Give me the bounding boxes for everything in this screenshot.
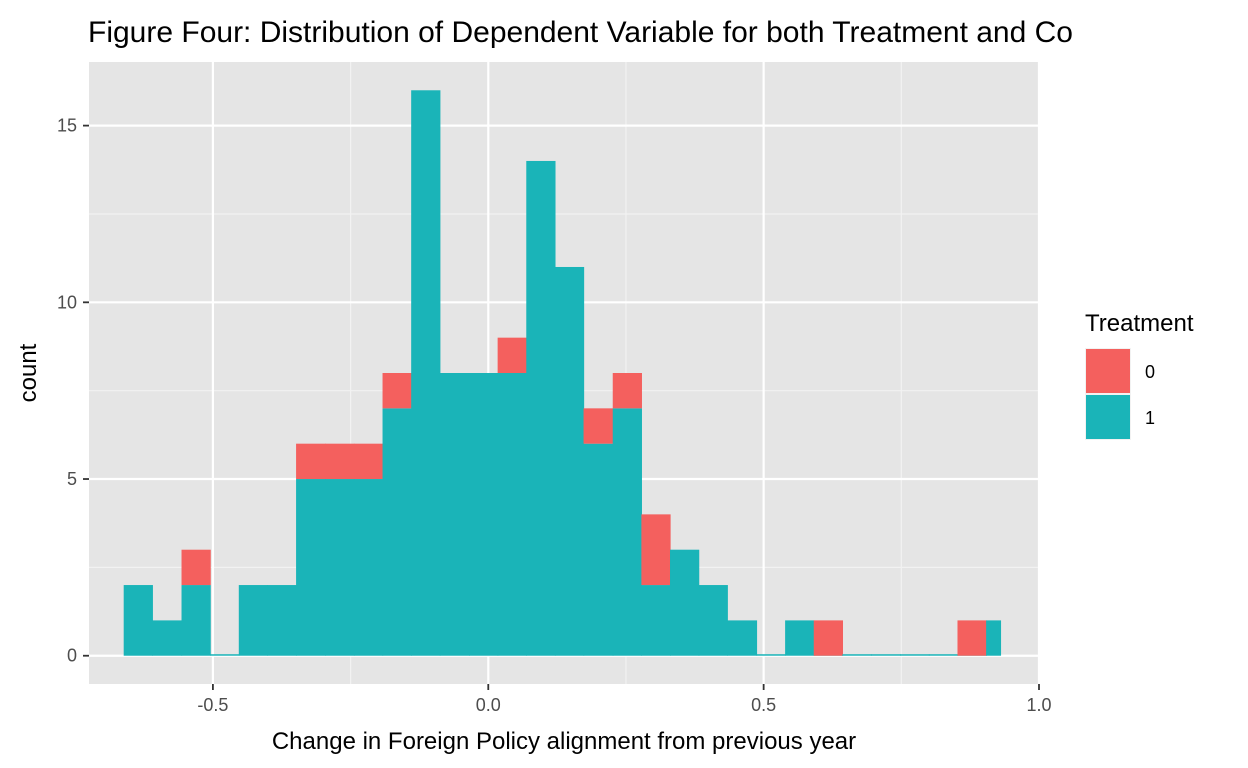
bar-treatment-1 <box>986 620 1002 656</box>
bar-treatment-1 <box>785 620 815 656</box>
bar-treatment-1 <box>756 654 786 656</box>
y-tick-label: 5 <box>67 469 77 489</box>
legend-label: 0 <box>1145 362 1155 382</box>
x-tick-label: 1.0 <box>1026 695 1051 715</box>
x-tick-label: -0.5 <box>197 695 228 715</box>
bar-treatment-0 <box>382 373 412 409</box>
bar-treatment-1 <box>238 585 269 656</box>
bar-treatment-1 <box>583 443 614 656</box>
bar-treatment-1 <box>181 585 211 656</box>
bar-treatment-0 <box>641 514 671 586</box>
y-tick-label: 15 <box>57 116 77 136</box>
bar-treatment-1 <box>928 654 959 656</box>
bar-treatment-0 <box>296 443 326 480</box>
legend: Treatment 0 1 <box>1085 310 1194 440</box>
bar-treatment-1 <box>353 479 384 656</box>
bar-treatment-1 <box>497 373 527 656</box>
bar-treatment-1 <box>411 90 441 656</box>
y-axis-title: count <box>15 343 42 402</box>
bar-treatment-1 <box>612 408 642 656</box>
chart-title: Figure Four: Distribution of Dependent V… <box>88 16 1073 49</box>
bar-treatment-1 <box>210 654 240 656</box>
bar-treatment-1 <box>554 266 585 656</box>
x-axis-title: Change in Foreign Policy alignment from … <box>272 728 856 755</box>
bar-treatment-1 <box>325 479 355 656</box>
bar-treatment-1 <box>439 373 470 656</box>
bar-treatment-0 <box>612 373 642 409</box>
bar-treatment-1 <box>727 620 758 656</box>
bar-treatment-0 <box>325 443 355 480</box>
bar-treatment-1 <box>267 585 297 656</box>
bar-treatment-1 <box>469 373 499 656</box>
legend-label: 1 <box>1145 408 1155 428</box>
legend-swatch <box>1086 349 1130 393</box>
axis-layer: -0.5 0.0 0.5 1.0 0 5 10 15 <box>57 116 1052 715</box>
bar-treatment-1 <box>670 549 700 656</box>
bar-treatment-1 <box>871 654 901 656</box>
legend-title: Treatment <box>1085 310 1194 337</box>
bar-treatment-1 <box>123 585 153 656</box>
bar-treatment-1 <box>526 160 556 656</box>
bar-treatment-0 <box>181 549 211 586</box>
bar-treatment-1 <box>698 585 728 656</box>
bar-treatment-0 <box>353 443 384 480</box>
y-tick-label: 0 <box>67 646 77 666</box>
bar-treatment-1 <box>900 654 930 656</box>
bar-treatment-0 <box>583 408 614 444</box>
bar-layer <box>123 90 1002 656</box>
bar-treatment-0 <box>957 620 987 656</box>
bar-treatment-1 <box>641 585 671 656</box>
bar-treatment-1 <box>152 620 183 656</box>
bar-treatment-0 <box>497 337 527 373</box>
bar-treatment-1 <box>296 479 326 656</box>
legend-swatch <box>1086 395 1130 439</box>
bar-treatment-0 <box>813 620 843 656</box>
bar-treatment-1 <box>382 408 412 656</box>
bar-treatment-1 <box>842 654 872 656</box>
x-tick-label: 0.5 <box>751 695 776 715</box>
y-tick-label: 10 <box>57 292 77 312</box>
x-tick-label: 0.0 <box>476 695 501 715</box>
